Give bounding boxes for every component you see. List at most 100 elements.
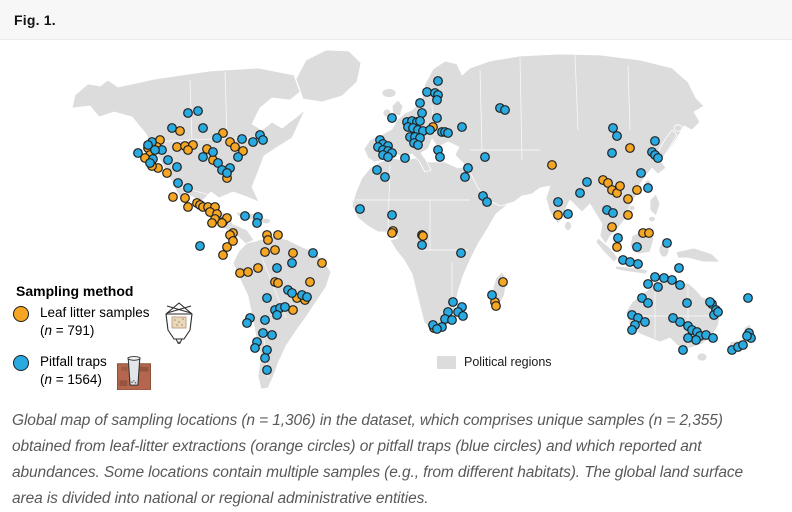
pitfall-sample-dot: [447, 315, 457, 325]
pitfall-sample-dot: [625, 257, 635, 267]
pitfall-sample-dot: [675, 317, 685, 327]
pitfall-sample-dot: [208, 147, 218, 157]
pitfall-sample-dot: [287, 258, 297, 268]
pitfall-sample-dot: [674, 263, 684, 273]
leaf-litter-sample-dot: [623, 210, 633, 220]
leaf-litter-sample-dot: [615, 181, 625, 191]
figure-header: Fig. 1.: [0, 0, 792, 40]
pitfall-sample-dot: [163, 155, 173, 165]
pitfall-sample-dot: [643, 298, 653, 308]
pitfall-sample-dot: [417, 240, 427, 250]
leaf-litter-sample-dot: [632, 185, 642, 195]
landmass-hainan: [628, 204, 636, 211]
leaf-litter-sample-dot: [183, 145, 193, 155]
leaf-litter-sample-dot: [553, 210, 563, 220]
pitfall-sample-dot: [415, 116, 425, 126]
pitfall-sample-dot: [738, 340, 748, 350]
pitfall-sample-dot: [633, 259, 643, 269]
pitfall-sample-dot: [640, 317, 650, 327]
pitfall-sample-dot: [183, 108, 193, 118]
legend-title: Sampling method: [16, 283, 134, 299]
leaf-litter-sample-dot: [218, 250, 228, 260]
landmass-north-america: [71, 67, 306, 245]
landmass-new-guinea: [675, 247, 721, 263]
pitfall-sample-dot: [267, 330, 277, 340]
pitfall-sample-dot: [133, 148, 143, 158]
landmass-greenland: [295, 49, 362, 103]
pitfall-sample-dot: [252, 218, 262, 228]
leaf-litter-sample-dot: [162, 168, 172, 178]
pitfall-sample-dot: [653, 153, 663, 163]
leaf-litter-sample-dot: [612, 242, 622, 252]
pitfall-sample-dot: [456, 248, 466, 258]
landmass-iceland: [381, 88, 397, 98]
political-regions-legend: Political regions: [437, 355, 552, 369]
leaf-litter-sample-dot: [547, 160, 557, 170]
pitfall-sample-dot: [250, 343, 260, 353]
leaf-litter-sample-dot: [172, 142, 182, 152]
leaf-litter-sample-dot: [180, 193, 190, 203]
leaf-litter-label: Leaf litter samples: [40, 305, 150, 320]
pitfall-sample-dot: [743, 293, 753, 303]
pitfall-trap-icon: [116, 355, 151, 395]
pitfall-sample-dot: [262, 345, 272, 355]
pitfall-sample-dot: [443, 128, 453, 138]
pitfall-sample-dot: [480, 152, 490, 162]
pitfall-sample-dot: [613, 233, 623, 243]
leaf-litter-sample-dot: [317, 258, 327, 268]
pitfall-sample-dot: [432, 95, 442, 105]
pitfall-sample-dot: [355, 204, 365, 214]
pitfall-sample-dot: [272, 310, 282, 320]
landmass-mindanao: [648, 215, 656, 222]
pitfall-sample-dot: [193, 106, 203, 116]
pitfall-sample-dot: [487, 290, 497, 300]
map-dots: [133, 76, 756, 375]
leaf-litter-sample-dot: [243, 267, 253, 277]
pitfall-sample-dot: [435, 152, 445, 162]
pitfall-sample-dot: [678, 345, 688, 355]
pitfall-sample-dot: [691, 335, 701, 345]
pitfall-sample-dot: [150, 145, 160, 155]
leaf-litter-count: (n = 791): [40, 323, 95, 338]
political-regions-label: Political regions: [464, 355, 552, 369]
world-map: [71, 49, 756, 390]
leaf-litter-sample-dot: [228, 236, 238, 246]
pitfall-label: Pitfall traps: [40, 354, 107, 369]
legend-item-leaf-litter: Leaf litter samples (n = 791): [13, 302, 198, 349]
leaf-litter-sample-dot: [491, 301, 501, 311]
pitfall-sample-dot: [575, 188, 585, 198]
pitfall-sample-dot: [667, 275, 677, 285]
pitfall-sample-dot: [413, 140, 423, 150]
pitfall-sample-dot: [432, 324, 442, 334]
figure-caption-area: Global map of sampling locations (n = 1,…: [0, 398, 792, 512]
leaf-litter-sample-dot: [207, 218, 217, 228]
pitfall-sample-dot: [415, 98, 425, 108]
leaf-litter-sample-dot: [644, 228, 654, 238]
leaf-litter-sample-dot: [230, 142, 240, 152]
pitfall-sample-dot: [563, 209, 573, 219]
sampling-method-legend: Sampling method Leaf litter samples (n =…: [13, 283, 198, 398]
landmass-hispaniola: [261, 217, 271, 225]
pitfall-sample-dot: [500, 105, 510, 115]
pitfall-sample-dot: [433, 76, 443, 86]
pitfall-sample-dot: [260, 353, 270, 363]
pitfall-sample-dot: [242, 318, 252, 328]
pitfall-sample-dot: [383, 152, 393, 162]
landmass-hokkaido: [673, 124, 683, 132]
landmass-uk: [391, 99, 404, 117]
political-regions-swatch: [437, 355, 456, 369]
landmass-philippines: [649, 193, 661, 217]
figure-label: Fig. 1.: [14, 11, 56, 28]
pitfall-sample-dot: [302, 292, 312, 302]
pitfall-sample-dot: [458, 311, 468, 321]
pitfall-sample-dot: [258, 135, 268, 145]
landmass-sri-lanka: [564, 221, 572, 231]
landmass-java: [614, 265, 649, 275]
pitfall-sample-dot: [650, 136, 660, 146]
pitfall-sample-dot: [222, 168, 232, 178]
pitfall-sample-dot: [607, 148, 617, 158]
legend-item-pitfall: Pitfall traps (n = 1564): [13, 353, 198, 395]
pitfall-sample-dot: [287, 288, 297, 298]
pitfall-sample-dot: [173, 178, 183, 188]
landmass-south-america: [232, 235, 332, 390]
